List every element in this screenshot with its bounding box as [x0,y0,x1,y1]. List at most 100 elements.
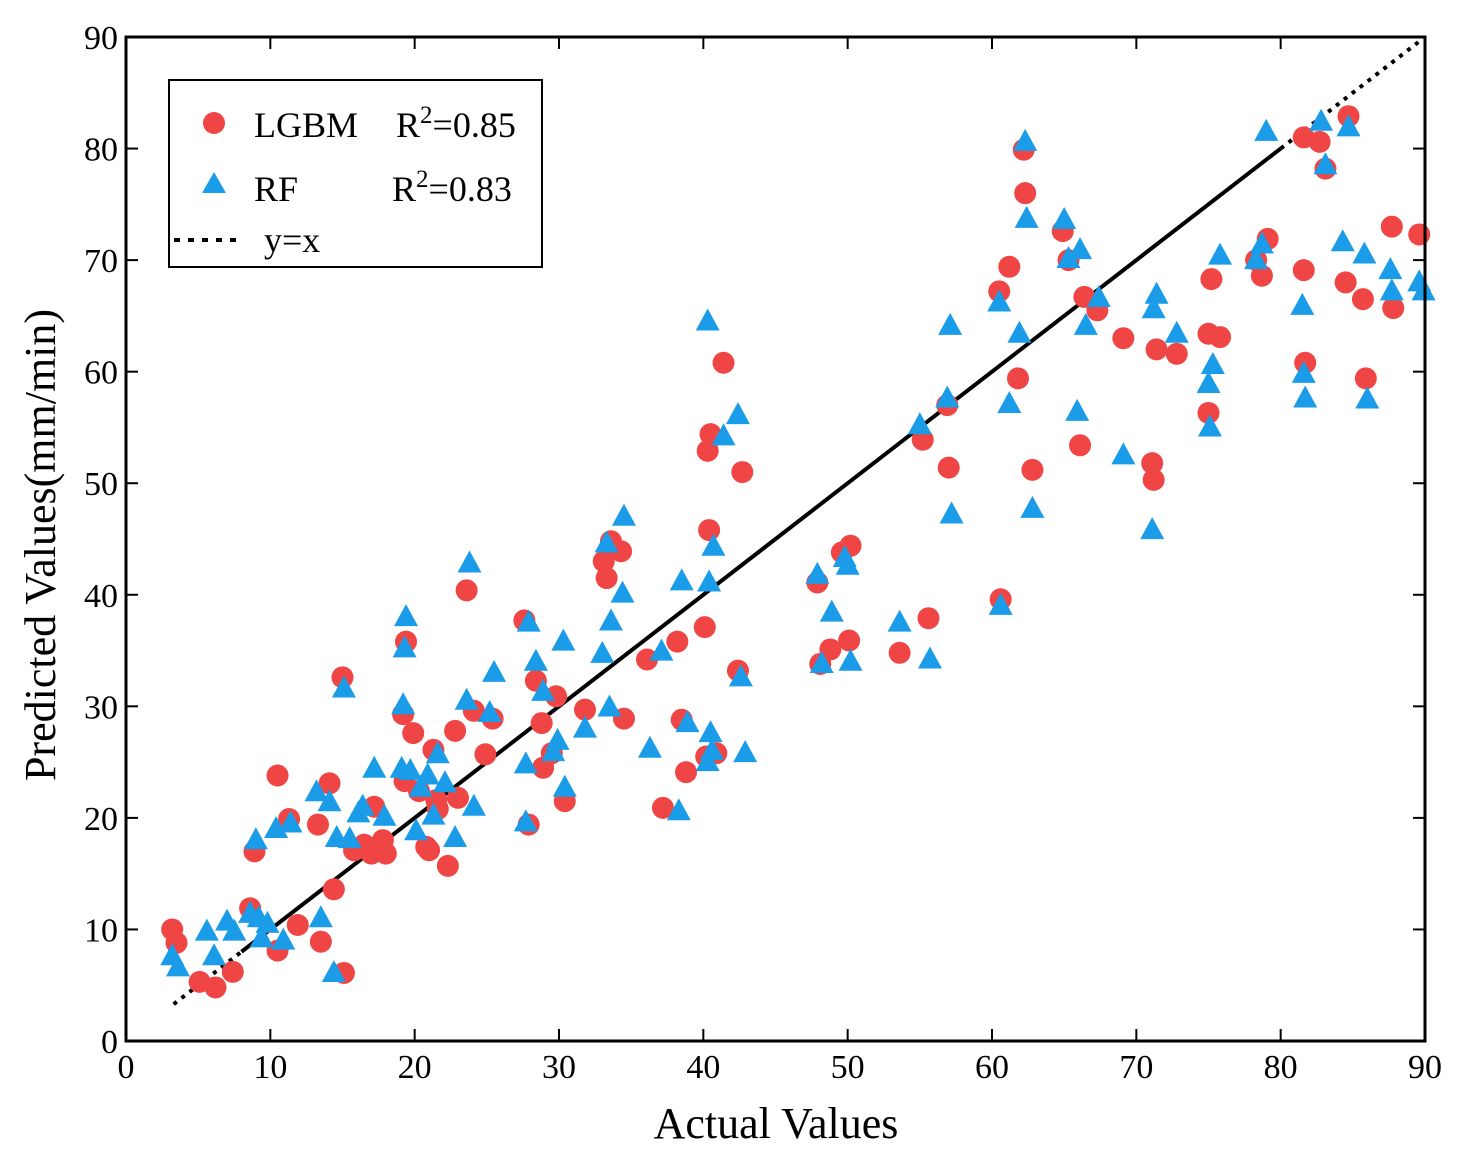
lgbm-point [595,567,618,590]
lgbm-point [696,439,719,462]
rf-point [421,802,446,825]
rf-point [725,402,750,425]
rf-point [516,609,541,632]
rf-point [701,533,726,556]
lgbm-point [1354,367,1377,390]
rf-point [1291,360,1316,383]
plot-frame [124,35,1427,1043]
rf-point [1355,386,1380,409]
rf-point [1313,152,1338,175]
rf-point [733,740,758,763]
rf-point [317,789,342,812]
rf-point [1290,292,1315,315]
y-tick-label: 30 [84,689,118,726]
rf-point [809,650,834,673]
lgbm-point [204,976,227,999]
rf-point [1164,320,1189,343]
lgbm-point [1014,182,1037,205]
lgbm-point [693,616,716,639]
rf-point [222,918,247,941]
rf-point [1200,351,1225,374]
legend-box [168,79,543,268]
rf-point [249,925,274,948]
rf-point [513,809,538,832]
x-tick-label: 10 [253,1049,287,1086]
rf-point [1065,398,1090,421]
rf-point [610,580,635,603]
lgbm-point [1142,468,1165,491]
lgbm-point [1351,288,1374,311]
lgbm-point [838,629,861,652]
rf-point [697,569,722,592]
rf-point [649,638,674,661]
lgbm-point [819,638,842,661]
lgbm-point [610,540,633,563]
rf-point [394,604,419,627]
rf-point [513,751,538,774]
rf-point [551,628,576,651]
lgbm-point [917,607,940,630]
lgbm-point [888,641,911,664]
rf-point [482,659,507,682]
lgbm-point [1380,215,1403,238]
lgbm-point [455,579,478,602]
rf-point [698,720,723,743]
rf-point [392,635,417,658]
lgbm-point [1197,401,1220,424]
lgbm-point [712,351,735,374]
rf-point [243,827,268,850]
lgbm-point [1021,458,1044,481]
rf-point [1007,320,1032,343]
legend: LGBM R2=0.85 RF R2=0.83 y=x [168,79,543,268]
lgbm-point [1292,259,1315,282]
lgbm-point [1141,452,1164,475]
rf-point [695,308,720,331]
rf-point [835,552,860,575]
rf-point [477,700,502,723]
lgbm-point [446,786,469,809]
rf-point [1293,385,1318,408]
rf-point [1020,495,1045,518]
y-tick-label: 60 [84,355,118,392]
lgbm-point [1200,268,1223,291]
rf-series [160,108,1436,982]
lgbm-point [636,648,659,671]
rf-point [917,646,942,669]
rf-point [391,692,416,715]
lgbm-point [530,712,553,735]
lgbm-point [998,255,1021,278]
lgbm-point [318,772,341,795]
rf-point [1196,370,1221,393]
lgbm-point [1250,264,1273,287]
lgbm-point [1165,342,1188,365]
lgbm-point [374,842,397,865]
lgbm-point [1294,351,1317,374]
rf-point [202,943,227,966]
rf-point [398,758,423,781]
lgbm-point [1334,271,1357,294]
x-tick-label: 90 [1408,1049,1442,1086]
rf-point [1379,278,1404,301]
rf-point [454,687,479,710]
rf-point [997,391,1022,414]
rf-point [1336,114,1361,137]
lgbm-point [306,813,329,836]
y-tick-label: 90 [84,20,118,57]
rf-point [523,648,548,671]
lgbm-point [675,761,698,784]
rf-point [415,762,440,785]
lgbm-point [402,722,425,745]
lgbm-point [1209,326,1232,349]
lgbm-point [266,764,289,787]
rf-point [1141,296,1166,319]
lgbm-point [221,960,244,983]
rf-point [819,599,844,622]
rf-point [1352,241,1377,264]
rf-point [988,592,1013,615]
rf-point [1086,285,1111,308]
y-tick-label: 10 [84,912,118,949]
rf-point [935,385,960,408]
legend-rf-marker [202,172,226,193]
x-tick-label: 70 [1119,1049,1153,1086]
rf-point [939,501,964,524]
